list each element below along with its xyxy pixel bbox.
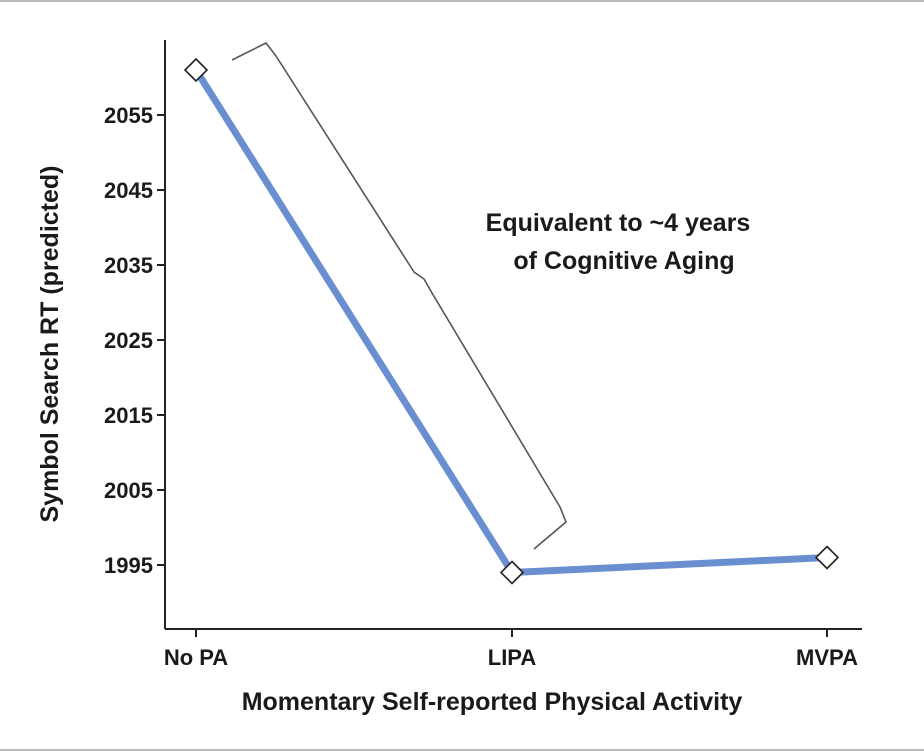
annotation-line-2: of Cognitive Aging bbox=[513, 247, 734, 275]
x-axis-ticks: No PA LIPA MVPA bbox=[164, 629, 858, 670]
x-tick-label: No PA bbox=[164, 645, 228, 670]
data-point-marker bbox=[814, 545, 840, 570]
x-tick-label: MVPA bbox=[796, 645, 858, 670]
bracket bbox=[231, 42, 567, 550]
data-point-marker bbox=[183, 57, 209, 83]
y-tick-label: 2045 bbox=[104, 178, 153, 203]
y-axis-ticks: 1995 2005 2015 2025 2035 2045 2055 bbox=[104, 103, 165, 578]
annotation-line-1: Equivalent to ~4 years bbox=[486, 209, 751, 237]
series-line bbox=[192, 66, 831, 576]
y-tick-label: 2005 bbox=[104, 478, 153, 503]
y-tick-label: 2015 bbox=[104, 403, 153, 428]
y-axis-title: Symbol Search RT (predicted) bbox=[36, 165, 64, 522]
series-group bbox=[183, 57, 840, 585]
axes bbox=[164, 40, 862, 630]
annotation-group: Equivalent to ~4 years of Cognitive Aging bbox=[231, 42, 751, 550]
y-tick-label: 2025 bbox=[104, 328, 153, 353]
x-axis-title: Momentary Self-reported Physical Activit… bbox=[242, 688, 743, 716]
y-tick-label: 1995 bbox=[104, 553, 153, 578]
x-tick-label: LIPA bbox=[488, 645, 537, 670]
y-tick-label: 2055 bbox=[104, 103, 153, 128]
y-tick-label: 2035 bbox=[104, 253, 153, 278]
data-point-marker bbox=[499, 560, 525, 585]
